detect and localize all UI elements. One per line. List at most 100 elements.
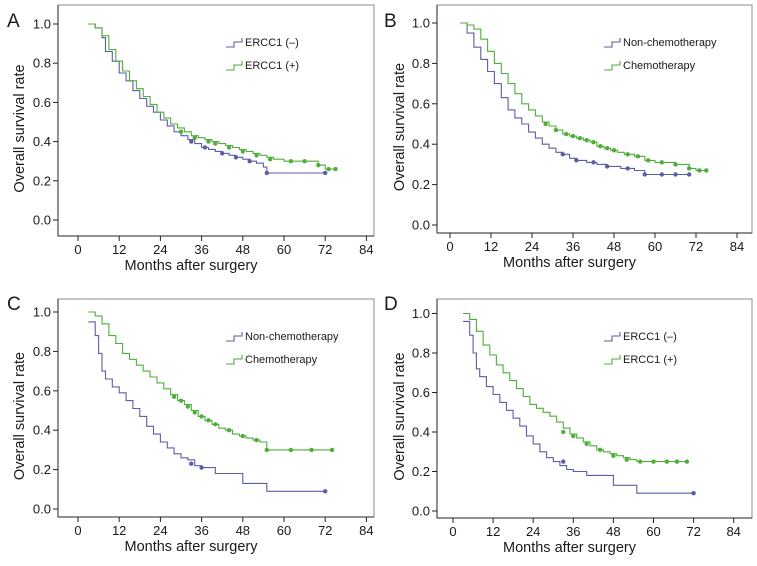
x-tick-label: 60 bbox=[646, 524, 660, 539]
y-tick-label: 0.2 bbox=[33, 173, 51, 188]
series-b bbox=[460, 22, 709, 173]
series-a bbox=[88, 321, 328, 494]
x-tick-label: 12 bbox=[486, 524, 500, 539]
censor-mark bbox=[192, 135, 197, 140]
x-tick-label: 0 bbox=[74, 523, 81, 538]
x-tick-label: 24 bbox=[525, 239, 539, 254]
y-tick-label: 0.6 bbox=[412, 385, 430, 400]
x-tick-label: 60 bbox=[277, 242, 291, 257]
censor-mark bbox=[642, 172, 647, 177]
censor-mark bbox=[178, 398, 184, 403]
x-tick-label: 24 bbox=[153, 242, 167, 257]
panel-letter: C bbox=[7, 294, 21, 315]
legend-item: ERCC1 (–) bbox=[226, 37, 299, 49]
legend-label: Chemotherapy bbox=[245, 354, 318, 366]
censor-mark bbox=[591, 139, 596, 145]
legend-swatch bbox=[604, 355, 621, 365]
y-tick-label: 0.2 bbox=[33, 462, 51, 477]
y-axis-title: Overall survival rate bbox=[392, 63, 408, 191]
panel-a: A 0 12 24 36 48 60 72 84 0.0 0.2 0.4 0.6 0.8 1.0 Months… bbox=[7, 4, 375, 274]
y-tick-label: 0.8 bbox=[33, 344, 51, 359]
censor-mark bbox=[574, 158, 579, 163]
censor-mark bbox=[691, 491, 696, 496]
censor-mark bbox=[664, 459, 670, 464]
legend-label: Non-chemotherapy bbox=[623, 37, 717, 49]
y-tick-label: 0.2 bbox=[412, 464, 430, 479]
y-tick-label: 0.0 bbox=[33, 502, 51, 517]
y-tick-label: 0.8 bbox=[412, 346, 430, 361]
censor-mark bbox=[206, 418, 211, 423]
censor-mark bbox=[561, 429, 566, 435]
legend-label: ERCC1 (–) bbox=[245, 37, 299, 49]
x-tick-label: 24 bbox=[153, 523, 167, 538]
x-tick-label: 0 bbox=[449, 524, 456, 539]
censor-mark bbox=[624, 457, 629, 462]
censor-mark bbox=[199, 414, 204, 419]
x-tick-label: 84 bbox=[359, 242, 373, 257]
panel-letter: B bbox=[384, 11, 397, 32]
censor-mark bbox=[673, 162, 678, 167]
survival-curve bbox=[88, 311, 333, 451]
legend-item: Non-chemotherapy bbox=[226, 331, 339, 343]
legend-label: ERCC1 (+) bbox=[245, 60, 299, 72]
legend-swatch bbox=[604, 38, 621, 48]
y-tick-label: 0.4 bbox=[412, 425, 430, 440]
censor-mark bbox=[659, 172, 665, 177]
censor-mark bbox=[697, 168, 702, 173]
y-tick-label: 0.6 bbox=[33, 95, 51, 110]
y-tick-label: 0.8 bbox=[412, 56, 430, 71]
censor-mark bbox=[240, 149, 245, 154]
x-tick-label: 24 bbox=[526, 524, 540, 539]
y-tick-label: 1.0 bbox=[412, 16, 430, 31]
x-axis-title: Months after surgery bbox=[503, 255, 637, 271]
censor-mark bbox=[584, 441, 589, 447]
x-tick-label: 72 bbox=[318, 523, 332, 538]
survival-curve bbox=[88, 23, 336, 170]
censor-mark bbox=[704, 168, 709, 173]
x-tick-label: 0 bbox=[74, 242, 81, 257]
censor-mark bbox=[254, 153, 259, 158]
censor-mark bbox=[604, 164, 610, 169]
x-tick-label: 36 bbox=[566, 524, 580, 539]
censor-mark bbox=[597, 447, 603, 452]
y-tick-label: 1.0 bbox=[33, 17, 51, 32]
x-tick-label: 12 bbox=[484, 239, 498, 254]
panel-letter: D bbox=[384, 294, 398, 315]
censor-mark bbox=[553, 127, 559, 133]
censor-mark bbox=[220, 151, 225, 156]
censor-mark bbox=[571, 433, 576, 439]
censor-mark bbox=[240, 433, 245, 439]
legend-label: ERCC1 (–) bbox=[623, 331, 677, 343]
legend-swatch bbox=[226, 332, 243, 342]
y-tick-label: 0.0 bbox=[412, 218, 430, 233]
censor-mark bbox=[316, 162, 321, 168]
series-a bbox=[460, 22, 692, 177]
y-tick-label: 1.0 bbox=[412, 306, 430, 321]
censor-mark bbox=[254, 437, 259, 443]
legend-label: Non-chemotherapy bbox=[245, 331, 339, 343]
x-tick-label: 60 bbox=[648, 239, 662, 254]
series-b bbox=[88, 311, 335, 453]
y-tick-label: 0.0 bbox=[33, 213, 51, 228]
legend-swatch bbox=[604, 61, 621, 71]
plot-frame bbox=[436, 298, 753, 519]
censor-mark bbox=[185, 404, 191, 409]
y-axis-title: Overall survival rate bbox=[12, 352, 28, 480]
panel-letter: A bbox=[7, 11, 20, 32]
series-b bbox=[88, 23, 338, 172]
censor-mark bbox=[288, 447, 294, 453]
legend-item: ERCC1 (–) bbox=[604, 331, 677, 343]
censor-mark bbox=[288, 159, 294, 164]
y-tick-label: 0.8 bbox=[33, 56, 51, 71]
censor-mark bbox=[563, 131, 569, 137]
censor-mark bbox=[686, 166, 692, 171]
legend-swatch bbox=[226, 61, 243, 71]
series-b bbox=[463, 312, 690, 464]
panel-b: B 0 12 24 36 48 60 72 84 0.0 0.2 0.4 0.6 0.8 1.0 Months… bbox=[384, 4, 753, 271]
y-tick-label: 1.0 bbox=[33, 305, 51, 320]
x-tick-label: 84 bbox=[359, 523, 373, 538]
censor-mark bbox=[673, 172, 678, 177]
y-tick-label: 0.0 bbox=[412, 504, 430, 519]
censor-mark bbox=[206, 139, 211, 144]
censor-mark bbox=[329, 447, 335, 453]
